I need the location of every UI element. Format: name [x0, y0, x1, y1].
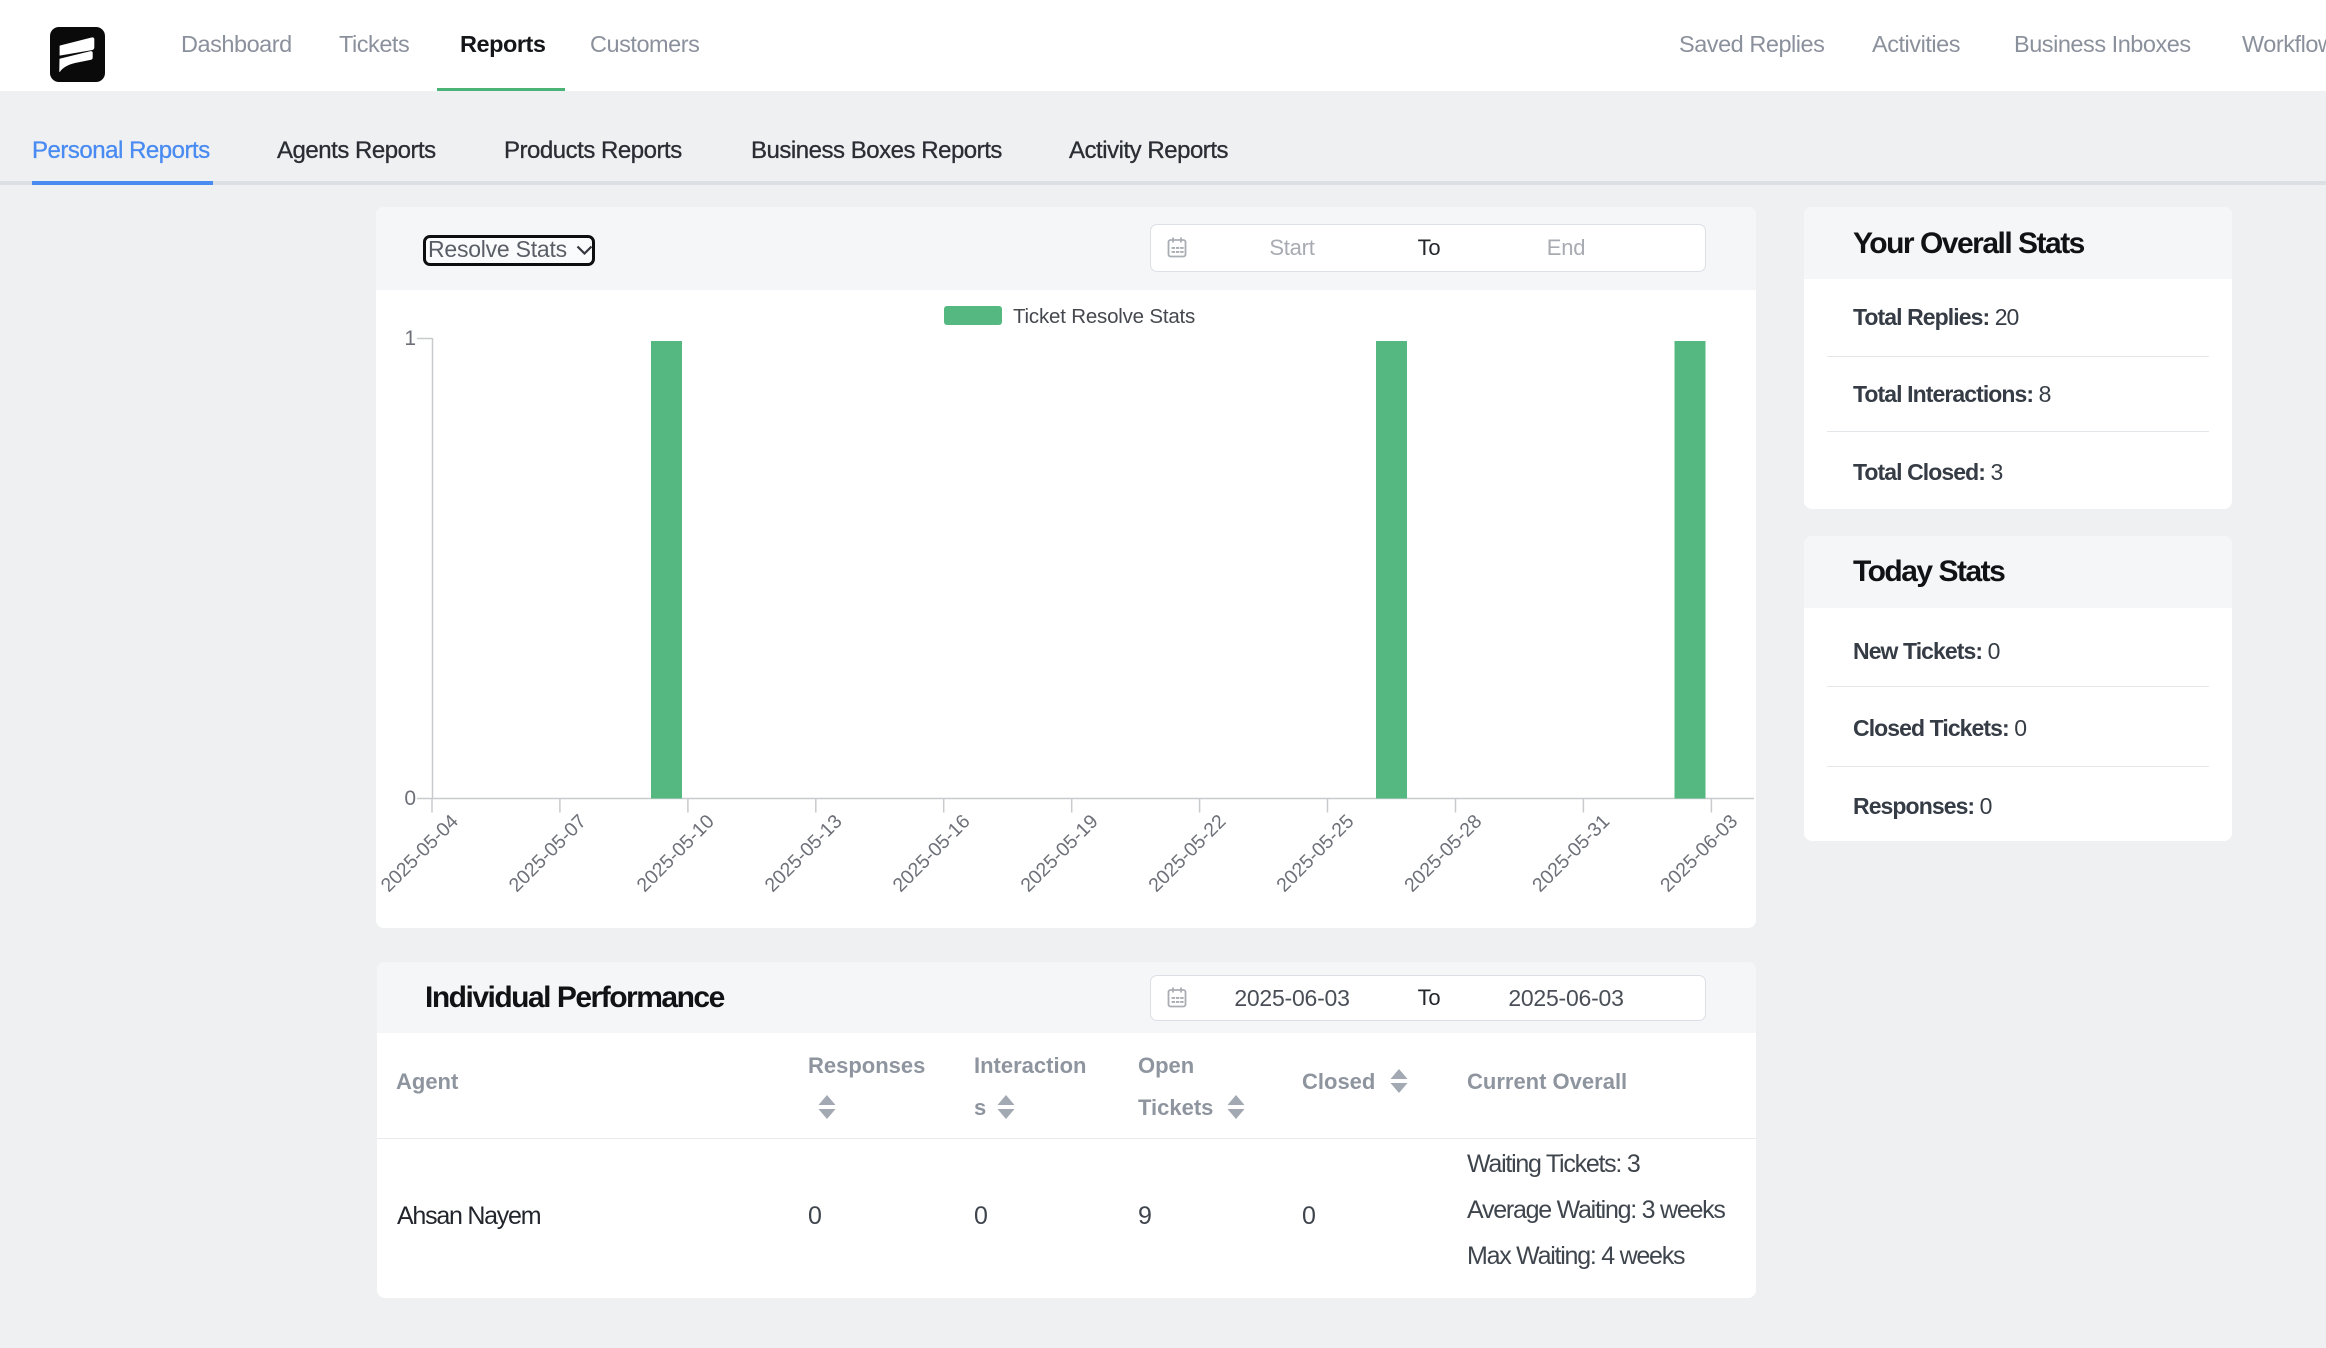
svg-text:2025-05-31: 2025-05-31: [1528, 810, 1614, 896]
svg-text:2025-05-25: 2025-05-25: [1272, 810, 1358, 896]
svg-text:2025-05-04: 2025-05-04: [377, 810, 463, 896]
svg-text:2025-05-28: 2025-05-28: [1400, 810, 1486, 896]
svg-text:2025-05-10: 2025-05-10: [633, 810, 719, 896]
svg-text:2025-05-16: 2025-05-16: [889, 810, 975, 896]
svg-text:2025-06-03: 2025-06-03: [1656, 810, 1742, 896]
svg-text:0: 0: [404, 787, 416, 810]
svg-text:2025-05-19: 2025-05-19: [1016, 810, 1102, 896]
svg-text:2025-05-07: 2025-05-07: [505, 810, 591, 896]
svg-text:1: 1: [404, 327, 416, 350]
svg-text:2025-05-22: 2025-05-22: [1144, 810, 1230, 896]
svg-text:2025-05-13: 2025-05-13: [761, 810, 847, 896]
svg-text:Ticket Resolve Stats: Ticket Resolve Stats: [1013, 305, 1195, 328]
